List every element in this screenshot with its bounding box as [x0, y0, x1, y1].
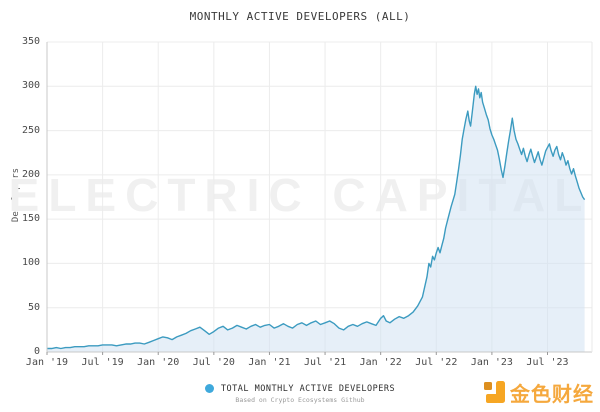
x-tick-label: Jan '23 — [470, 357, 513, 368]
source-caption: Based on Crypto Ecosystems Github — [235, 396, 365, 404]
chart-title: MONTHLY ACTIVE DEVELOPERS (ALL) — [189, 10, 411, 23]
x-tick-label: Jul '21 — [303, 357, 347, 368]
y-tick-label: 200 — [21, 168, 40, 180]
x-tick-label: Jul '23 — [526, 357, 569, 368]
y-tick-label: 250 — [21, 124, 40, 136]
x-tick-label: Jan '19 — [25, 357, 69, 368]
golden-finance-icon — [484, 380, 505, 403]
y-tick-label: 150 — [21, 213, 40, 225]
y-tick-label: 350 — [21, 36, 40, 47]
site-logo-text: 金色财经 — [510, 384, 594, 406]
legend-label: TOTAL MONTHLY ACTIVE DEVELOPERS — [220, 383, 396, 394]
x-tick-label: Jan '21 — [248, 357, 291, 368]
x-tick-label: Jan '22 — [359, 357, 402, 368]
site-logo: 金色财经 — [484, 378, 594, 407]
y-tick-label: 100 — [21, 257, 40, 269]
y-tick-label: 0 — [33, 346, 40, 357]
x-tick-label: Jan '20 — [137, 357, 180, 368]
y-tick-label: 300 — [21, 80, 40, 92]
legend-dot-icon — [204, 384, 214, 393]
x-tick-label: Jul '20 — [192, 357, 235, 368]
area-fill — [47, 86, 585, 353]
y-tick-label: 50 — [27, 301, 40, 313]
legend: TOTAL MONTHLY ACTIVE DEVELOPERS — [0, 378, 600, 397]
data-line — [47, 85, 586, 350]
x-tick-label: Jul '22 — [415, 357, 458, 368]
x-tick-label: Jul '19 — [81, 357, 124, 368]
